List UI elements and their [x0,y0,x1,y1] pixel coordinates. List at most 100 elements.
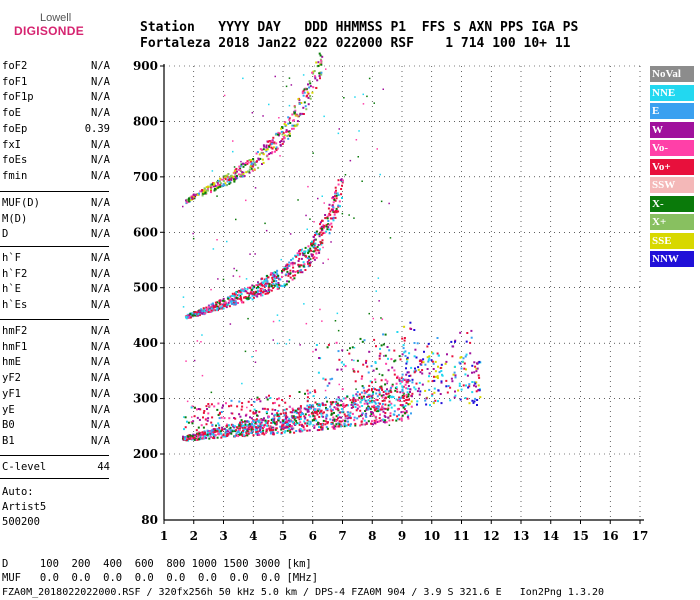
echo-point [337,179,340,182]
x-tick-label: 15 [572,529,589,543]
echo-point [265,290,268,292]
echo-point [300,102,303,104]
param-row-fmin: fmin N/A [2,170,110,185]
echo-point [328,223,331,226]
echo-point [257,421,260,424]
echo-point [245,171,248,174]
echo-point [278,132,281,135]
echo-point [255,293,258,296]
echo-point [405,402,408,404]
echo-point [388,349,391,352]
echo-point [315,252,318,255]
echo-point [262,144,265,147]
echo-point [354,422,357,425]
echo-point [198,438,201,441]
echo-point [346,417,349,420]
echo-point [182,306,185,308]
echo-point [296,411,299,414]
echo-point [249,416,251,419]
echo-point [329,213,332,216]
echo-point [259,157,262,160]
echo-point [381,389,384,391]
echo-point [402,344,405,347]
echo-point [454,376,457,379]
param-value: N/A [91,60,110,72]
echo-point [258,153,261,156]
echo-point [391,419,394,422]
echo-point [322,377,325,380]
echo-point [372,317,374,320]
echo-point [317,371,320,374]
echo-point [217,186,220,189]
echo-point [306,257,309,260]
echo-point [333,419,336,422]
echo-point [339,205,341,208]
echo-point [286,267,289,270]
echo-point [299,410,302,413]
echo-point [216,307,219,310]
echo-point [387,404,390,407]
echo-point [402,378,405,381]
echo-point [370,422,373,425]
echo-point [217,180,220,182]
echo-point [257,287,259,290]
echo-point [431,351,433,354]
echo-point [255,411,258,414]
echo-point [476,404,478,406]
echo-point [360,423,363,426]
echo-point [281,275,283,278]
echo-point [255,291,258,294]
param-row-hme: hmE N/A [2,356,110,371]
echo-point [337,350,340,353]
echo-point [297,252,300,255]
echo-point [242,431,244,434]
echo-point [266,276,269,279]
echo-point [263,417,265,420]
echo-point [192,433,195,436]
echo-point [418,360,421,363]
echo-point [311,240,313,243]
echo-point [370,413,373,416]
echo-point [383,355,385,357]
echo-point [288,417,291,420]
echo-point [264,421,267,424]
echo-point [401,385,404,388]
echo-point [326,228,329,231]
echo-point [328,203,331,206]
echo-point [189,196,192,199]
echo-point [240,289,243,292]
echo-point [319,77,321,80]
echo-point [250,398,253,401]
echo-point [186,437,188,440]
echo-point [265,279,267,281]
echo-point [389,412,392,415]
echo-point [407,371,410,374]
echo-point [235,291,237,294]
echo-point [251,287,254,290]
echo-point [356,407,359,410]
param-name: h`E [2,283,21,296]
echo-point [321,242,324,245]
echo-point [406,356,409,359]
echo-point [195,194,197,196]
echo-point [188,314,191,317]
echo-point [401,380,403,383]
echo-point [251,169,254,172]
echo-point [238,424,241,427]
echo-point [315,230,318,233]
echo-point [471,364,474,367]
echo-point [347,404,349,407]
echo-point [335,207,338,210]
echo-point [327,343,330,346]
echo-point [351,346,354,349]
echo-point [304,413,307,416]
echo-point [237,302,239,304]
echo-point [266,282,269,285]
echo-point [193,194,196,197]
echo-point [210,309,213,312]
echo-point [319,227,322,230]
echo-point [263,289,266,292]
echo-point [400,411,403,414]
echo-point [372,414,375,417]
echo-point [233,166,236,168]
